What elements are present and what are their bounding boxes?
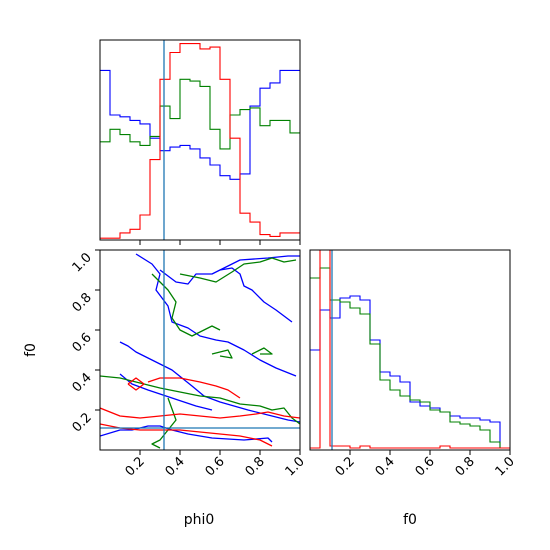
contour-series-1-path-3 <box>179 257 297 283</box>
f0-x-tick-label-4: 1.0 <box>493 454 518 479</box>
f0-histogram-series-0 <box>310 295 510 449</box>
f0-x-tick-label-1: 0.4 <box>373 454 398 479</box>
joint-frame <box>99 249 301 451</box>
f0-x-tick-label-2: 0.6 <box>413 454 438 479</box>
contour-series-2-path-1 <box>100 423 273 447</box>
contour-series-0-path-0 <box>119 341 300 423</box>
contour-series-0-path-4 <box>159 267 293 323</box>
x-axis-label-phi0: phi0 <box>184 512 215 528</box>
joint-x-tick-label-0: 0.2 <box>123 454 148 479</box>
contour-series-2-path-3 <box>127 377 145 391</box>
f0-marginal-frame <box>309 249 511 451</box>
joint-y-tick-label-1: 0.4 <box>70 370 95 395</box>
contour-series-1-path-0 <box>100 375 300 425</box>
contour-series-1-path-5 <box>251 347 273 355</box>
joint-y-tick-label-0: 0.2 <box>70 410 95 435</box>
joint-x-tick-label-3: 0.8 <box>243 454 268 479</box>
contour-series-0-path-3 <box>135 253 297 377</box>
phi0-marginal-background <box>100 40 300 240</box>
f0-histogram-series-2 <box>310 250 510 449</box>
joint-y-tick-label-3: 0.8 <box>70 290 95 315</box>
contour-series-2-path-0 <box>100 407 300 419</box>
joint-y-tick-label-2: 0.6 <box>70 330 95 355</box>
joint-x-tick-label-2: 0.6 <box>203 454 228 479</box>
f0-x-tick-label-0: 0.2 <box>333 454 358 479</box>
x-axis-label-f0: f0 <box>403 512 417 528</box>
f0-marginal-panel: 0.2 0.4 0.6 0.8 1.0 <box>309 249 518 479</box>
f0-x-tick-label-3: 0.8 <box>453 454 478 479</box>
joint-x-tick-label-4: 1.0 <box>283 454 308 479</box>
phi0-marginal-panel <box>99 39 301 245</box>
joint-background <box>100 250 300 450</box>
f0-histogram-series-1 <box>310 267 510 449</box>
phi0-f0-contour-panel: 0.2 0.4 0.6 0.8 1.0 0.2 0.4 0.6 0.8 1.0 <box>70 249 308 479</box>
phi0-histogram-series-1 <box>100 78 300 150</box>
contour-series-0-path-5 <box>219 255 300 271</box>
f0-marginal-background <box>310 250 510 450</box>
phi0-marginal-frame <box>99 39 301 241</box>
joint-x-tick-label-1: 0.4 <box>163 454 188 479</box>
y-axis-label-f0: f0 <box>23 343 39 357</box>
contour-series-1-path-4 <box>211 349 233 359</box>
phi0-histogram-series-2 <box>100 43 300 239</box>
phi0-histogram-series-0 <box>100 69 300 180</box>
joint-y-tick-label-4: 1.0 <box>70 250 95 275</box>
contour-series-2-path-2 <box>147 377 241 399</box>
